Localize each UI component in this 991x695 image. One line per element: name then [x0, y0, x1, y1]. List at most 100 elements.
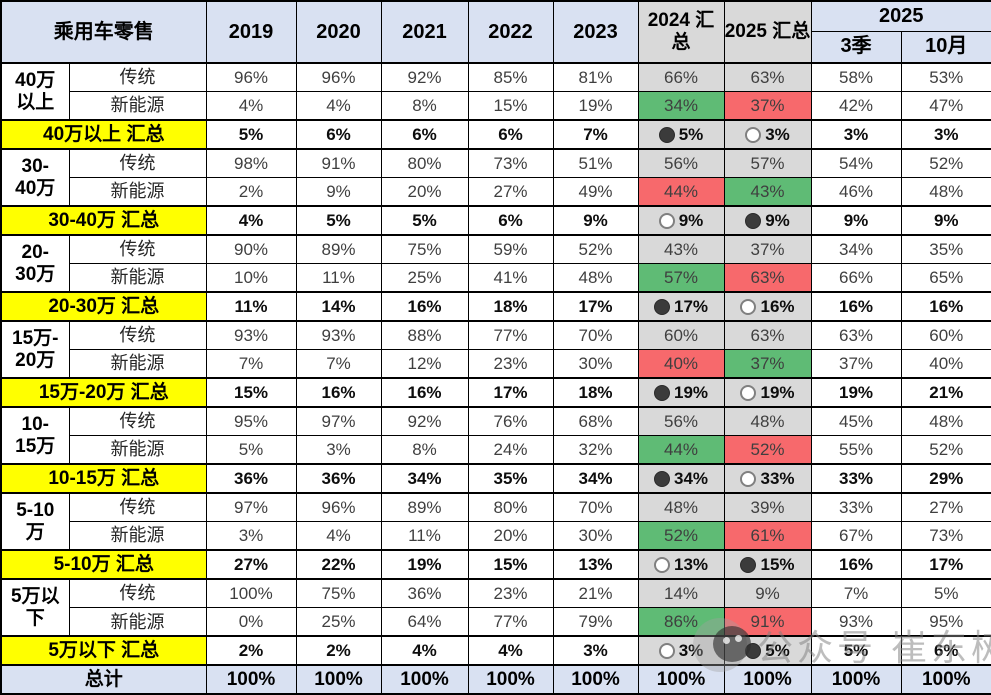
row-type-nev: 新能源 — [68, 435, 207, 465]
value-cell: 23% — [467, 578, 554, 609]
value-cell: 48% — [552, 263, 639, 293]
summary-row: 5万以下 汇总 2% 2% 4% 4% 3% 3% 5% 5% 6% — [0, 635, 991, 667]
value-cell: 97% — [295, 406, 382, 437]
marker-value: 34% — [639, 466, 723, 491]
value-cell: 27% — [467, 177, 554, 207]
value-cell: 16% — [810, 549, 902, 581]
empty-circle-icon — [740, 298, 757, 315]
value-cell: 100% — [205, 578, 297, 609]
value-cell: 37% — [723, 91, 812, 121]
value-cell: 27% — [205, 549, 297, 581]
value-cell: 67% — [810, 521, 902, 551]
col-header-2025-total: 2025 汇总 — [723, 0, 812, 64]
value-cell: 48% — [900, 177, 991, 207]
value-cell: 19% — [637, 377, 725, 409]
value-cell: 43% — [637, 234, 725, 265]
value-cell: 77% — [467, 607, 554, 637]
value-cell: 32% — [552, 435, 639, 465]
value-cell: 3% — [295, 435, 382, 465]
value-cell: 92% — [380, 62, 469, 93]
value-cell: 9% — [723, 578, 812, 609]
value-cell: 16% — [380, 291, 469, 323]
value-cell: 34% — [637, 91, 725, 121]
value-cell: 17% — [467, 377, 554, 409]
value-cell: 34% — [380, 463, 469, 495]
value-cell: 96% — [205, 62, 297, 93]
total-value-cell: 100% — [723, 664, 812, 695]
value-cell: 13% — [637, 549, 725, 581]
value-cell: 9% — [295, 177, 382, 207]
value-cell: 33% — [810, 492, 902, 523]
summary-row: 20-30万 汇总 11% 14% 16% 18% 17% 17% 16% 16% 16% — [0, 291, 991, 323]
value-cell: 47% — [900, 91, 991, 121]
value-cell: 58% — [810, 62, 902, 93]
table-row: 5-10 万传统 97% 96% 89% 80% 70% 48% 39% 33% 27% — [0, 492, 991, 551]
value-text: 19% — [760, 382, 795, 402]
value-cell: 5% — [900, 578, 991, 609]
empty-circle-icon — [745, 126, 762, 143]
row-type-traditional: 传统 — [68, 234, 207, 265]
marker-value: 13% — [639, 552, 723, 577]
value-cell: 25% — [295, 607, 382, 637]
row-type-traditional: 传统 — [68, 578, 207, 609]
empty-circle-icon — [740, 470, 757, 487]
table-row: 新能源 4% 4% 8% 15% 19% 34% 37% 42% 47% — [1, 91, 991, 121]
value-cell: 10% — [205, 263, 297, 293]
value-cell: 70% — [552, 492, 639, 523]
value-cell: 59% — [467, 234, 554, 265]
table-row: 30- 40万 传统 98% 91% 80% 73% 51% 56% 57% 54% 52% — [0, 148, 991, 207]
value-text: 34% — [673, 468, 709, 488]
value-cell: 16% — [810, 291, 902, 323]
marker-value: 9% — [725, 208, 810, 233]
value-cell: 41% — [467, 263, 554, 293]
row-type-traditional: 传统 — [68, 406, 207, 437]
value-cell: 37% — [723, 234, 812, 265]
marker-value: 19% — [725, 380, 810, 405]
value-cell: 54% — [810, 148, 902, 179]
value-cell: 73% — [900, 521, 991, 551]
total-row: 总计 100% 100% 100% 100% 100% 100% 100% 100% 100% — [0, 664, 991, 695]
value-cell: 57% — [637, 263, 725, 293]
value-cell: 16% — [723, 291, 812, 323]
value-text: 3% — [765, 124, 790, 144]
table-header: 乘用车零售 2019 2020 2021 2022 2023 2024 汇总 2… — [0, 0, 991, 64]
value-cell: 52% — [900, 435, 991, 465]
value-cell: 5% — [723, 635, 812, 667]
value-cell: 35% — [467, 463, 554, 495]
value-cell: 37% — [723, 349, 812, 379]
value-cell: 19% — [380, 549, 469, 581]
summary-label: 10-15万 汇总 — [0, 463, 207, 495]
group-label: 10- 15万 — [0, 406, 70, 465]
value-cell: 15% — [467, 549, 554, 581]
row-type-nev: 新能源 — [68, 521, 207, 551]
value-cell: 93% — [295, 320, 382, 351]
value-cell: 35% — [900, 234, 991, 265]
value-cell: 91% — [295, 148, 382, 179]
value-cell: 23% — [467, 349, 554, 379]
value-cell: 4% — [205, 205, 297, 237]
value-cell: 79% — [552, 607, 639, 637]
value-cell: 42% — [810, 91, 902, 121]
group-label: 5-10 万 — [0, 492, 70, 551]
summary-row: 15万-20万 汇总 15% 16% 16% 17% 18% 19% 19% 19% 21% — [0, 377, 991, 409]
value-cell: 95% — [900, 607, 991, 637]
value-cell: 86% — [637, 607, 725, 637]
value-cell: 89% — [380, 492, 469, 523]
marker-value: 17% — [639, 294, 723, 319]
row-type-traditional: 传统 — [68, 320, 207, 351]
value-cell: 5% — [205, 119, 297, 151]
value-cell: 18% — [552, 377, 639, 409]
value-cell: 91% — [723, 607, 812, 637]
total-value-cell: 100% — [900, 664, 991, 695]
value-cell: 22% — [295, 549, 382, 581]
marker-value: 5% — [725, 638, 810, 663]
value-cell: 5% — [205, 435, 297, 465]
empty-circle-icon — [740, 384, 757, 401]
value-cell: 16% — [295, 377, 382, 409]
corner-title: 乘用车零售 — [0, 0, 207, 64]
row-type-traditional: 传统 — [68, 62, 207, 93]
value-cell: 4% — [467, 635, 554, 667]
value-text: 15% — [760, 554, 795, 574]
group-label: 40万 以上 — [0, 61, 70, 121]
value-cell: 90% — [205, 234, 297, 265]
